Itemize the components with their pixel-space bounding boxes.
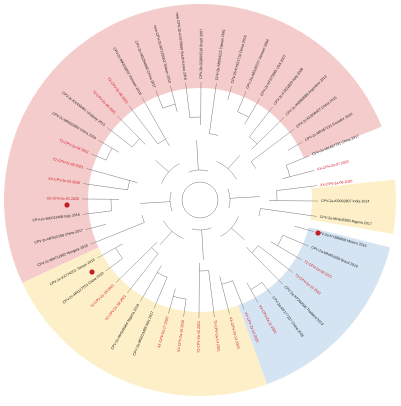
branch-arc	[190, 117, 201, 118]
branch-arc	[132, 139, 139, 147]
branch-arc	[222, 281, 233, 285]
branch-arc	[116, 248, 123, 259]
branch-arc	[192, 228, 211, 230]
branch	[246, 247, 282, 284]
branch-arc	[170, 192, 172, 211]
tip-label: CPV-2b-GQ865518 Brazil 2007	[199, 29, 203, 79]
branch-arc	[158, 139, 166, 144]
branch	[154, 277, 167, 308]
branch	[276, 186, 317, 191]
branch	[251, 129, 294, 161]
branch-arc	[286, 165, 290, 177]
branch-arc	[278, 235, 283, 246]
branch	[233, 281, 245, 310]
branch	[209, 83, 216, 134]
branch-arc	[228, 189, 230, 208]
branch	[160, 231, 172, 244]
tip-label: T2-CPV-2a-15 2021	[197, 321, 201, 353]
branch	[245, 98, 260, 124]
branch-arc	[161, 163, 179, 183]
branch	[260, 208, 316, 216]
branch-arc	[128, 180, 130, 189]
branch	[258, 246, 293, 273]
branch	[129, 106, 158, 144]
branch	[83, 184, 128, 190]
branch-arc	[111, 199, 112, 211]
branch	[155, 160, 168, 172]
marker	[89, 269, 94, 274]
branch	[117, 116, 145, 145]
branch	[127, 254, 158, 293]
branch	[86, 168, 137, 182]
branch-arc	[221, 216, 239, 236]
tip-label: XX-CPV-2a-07 2020	[317, 160, 350, 172]
branch-arc	[252, 246, 258, 253]
branch	[231, 228, 244, 240]
marker	[64, 202, 69, 207]
branch	[271, 242, 302, 260]
branch	[142, 97, 170, 146]
branch	[202, 230, 204, 260]
tip-label: CPV-2a-KR002807 India 2014	[321, 199, 369, 203]
branch	[197, 140, 199, 170]
branch-arc	[259, 208, 261, 216]
branch-arc	[173, 296, 186, 299]
branch-arc	[209, 134, 218, 136]
branch-arc	[238, 112, 249, 118]
branch	[140, 265, 161, 301]
branch-arc	[157, 272, 167, 277]
branch	[91, 222, 145, 244]
tip-label: XX-CPV-2c-01 2020	[47, 197, 79, 201]
branch-arc	[249, 137, 257, 144]
clade-sector	[310, 180, 396, 235]
branch	[282, 170, 314, 178]
branch-arc	[163, 221, 183, 239]
branch	[251, 117, 284, 149]
branch-arc	[142, 215, 144, 222]
branch	[230, 197, 260, 199]
branch-arc	[189, 170, 208, 172]
branch-arc	[276, 191, 277, 201]
branch-arc	[251, 282, 262, 289]
branch-arc	[106, 148, 112, 160]
branch-arc	[251, 161, 256, 168]
branch	[97, 244, 122, 258]
branch	[107, 127, 132, 147]
branch	[228, 155, 240, 168]
branch	[140, 202, 170, 204]
branch-arc	[151, 248, 158, 254]
branch-arc	[199, 270, 208, 271]
root	[182, 182, 218, 218]
branch	[286, 156, 309, 165]
marker	[315, 230, 320, 235]
branch	[209, 270, 215, 317]
branch-arc	[216, 161, 236, 179]
branch	[249, 107, 272, 137]
branch-arc	[163, 104, 175, 108]
